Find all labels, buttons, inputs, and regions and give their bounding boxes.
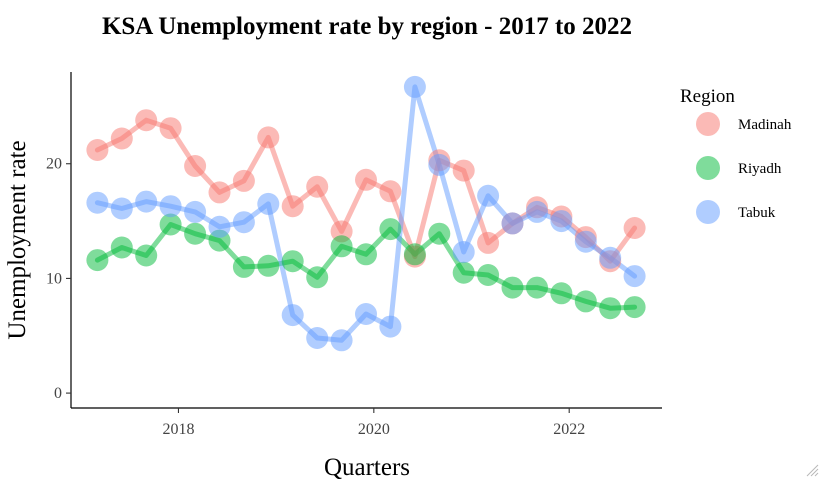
data-point-riyadh: [379, 218, 402, 241]
data-point-tabuk: [428, 153, 451, 176]
data-point-madinah: [135, 109, 158, 132]
data-point-tabuk: [257, 192, 280, 215]
x-tick-label: 2018: [162, 421, 194, 438]
data-point-madinah: [379, 180, 402, 203]
data-point-tabuk: [306, 327, 329, 349]
legend-title: Region: [680, 86, 735, 107]
plot-area: 0 10 20 2018 2020 2022: [46, 72, 662, 438]
data-point-riyadh: [403, 243, 426, 266]
data-point-riyadh: [477, 264, 500, 286]
data-point-riyadh: [306, 266, 329, 289]
data-point-riyadh: [574, 290, 597, 313]
data-point-riyadh: [86, 249, 109, 272]
data-point-riyadh: [550, 282, 573, 305]
chart-title: KSA Unemployment rate by region - 2017 t…: [102, 13, 632, 40]
data-point-riyadh: [355, 243, 377, 266]
data-point-riyadh: [110, 236, 133, 259]
data-point-tabuk: [110, 197, 133, 220]
data-point-tabuk: [452, 241, 475, 263]
data-point-tabuk: [477, 184, 500, 207]
data-point-riyadh: [526, 276, 548, 299]
data-point-riyadh: [281, 250, 304, 273]
data-point-riyadh: [159, 213, 182, 236]
data-point-riyadh: [184, 222, 207, 245]
data-point-madinah: [355, 168, 377, 191]
data-point-tabuk: [86, 191, 109, 214]
data-point-tabuk: [501, 212, 524, 235]
legend-label-tabuk: Tabuk: [738, 205, 776, 221]
legend-label-madinah: Madinah: [738, 117, 792, 133]
data-point-madinah: [232, 169, 255, 192]
data-point-madinah: [110, 127, 133, 150]
legend-key-madinah: [696, 112, 720, 136]
x-tick-label: 2020: [358, 421, 390, 438]
data-point-tabuk: [135, 190, 158, 213]
data-point-tabuk: [330, 329, 353, 352]
x-tick-label: 2022: [553, 421, 585, 438]
y-tick-label: 20: [46, 156, 62, 173]
data-point-madinah: [477, 231, 500, 254]
data-point-riyadh: [501, 276, 524, 299]
data-point-tabuk: [574, 230, 597, 253]
data-point-riyadh: [428, 222, 451, 245]
data-point-tabuk: [208, 215, 231, 238]
legend: Region Madinah Riyadh Tabuk: [680, 86, 792, 224]
data-point-tabuk: [281, 304, 304, 327]
data-point-tabuk: [550, 210, 573, 233]
legend-label-riyadh: Riyadh: [738, 161, 782, 177]
x-axis-title: Quarters: [324, 454, 410, 479]
data-point-tabuk: [232, 211, 255, 234]
data-point-madinah: [452, 159, 475, 182]
data-point-madinah: [86, 139, 109, 161]
data-point-tabuk: [159, 195, 182, 218]
data-point-madinah: [184, 155, 207, 177]
data-point-riyadh: [599, 297, 622, 320]
data-point-tabuk: [355, 303, 377, 325]
data-point-riyadh: [257, 254, 280, 277]
legend-key-tabuk: [696, 200, 720, 224]
y-tick-label: 10: [46, 270, 62, 287]
data-point-riyadh: [330, 235, 353, 258]
data-point-madinah: [257, 126, 280, 149]
data-point-riyadh: [452, 261, 475, 284]
data-point-tabuk: [526, 200, 548, 223]
resize-grip-icon[interactable]: [805, 463, 819, 477]
data-point-riyadh: [135, 244, 158, 267]
y-axis-title: Unemployment rate: [4, 140, 31, 339]
data-point-madinah: [281, 195, 304, 218]
data-point-madinah: [159, 117, 182, 140]
data-point-riyadh: [232, 255, 255, 278]
data-point-tabuk: [379, 315, 402, 338]
data-point-tabuk: [403, 75, 426, 98]
legend-key-riyadh: [696, 156, 720, 180]
data-point-tabuk: [599, 246, 622, 269]
data-point-tabuk: [623, 265, 646, 288]
data-point-madinah: [306, 175, 329, 198]
data-point-tabuk: [184, 200, 207, 223]
data-point-madinah: [208, 181, 231, 204]
data-point-riyadh: [623, 296, 646, 319]
data-point-madinah: [623, 217, 646, 239]
y-tick-label: 0: [54, 385, 62, 402]
